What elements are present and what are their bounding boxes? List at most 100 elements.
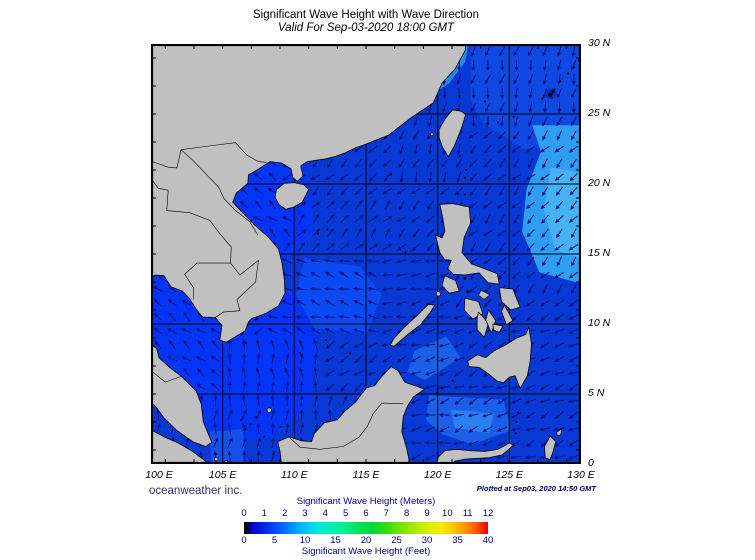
lat-label: 0 — [588, 457, 594, 469]
small-island — [263, 435, 266, 438]
small-island — [465, 169, 468, 171]
lon-label: 125 E — [495, 469, 524, 481]
small-island — [458, 155, 461, 157]
feet-tick-label: 35 — [452, 535, 463, 546]
small-island — [404, 251, 407, 254]
meters-tick-label: 5 — [343, 508, 349, 519]
feet-tick-label: 40 — [482, 535, 494, 546]
country-border — [288, 402, 404, 450]
meters-tick-label: 9 — [424, 508, 430, 519]
small-island — [514, 432, 517, 435]
lon-label: 115 E — [352, 469, 380, 481]
land-sumatra — [151, 429, 206, 464]
plotted-timestamp: Plotted at Sep03, 2020 14:50 GMT — [476, 484, 596, 493]
credit-text: oceanweather inc. — [149, 485, 243, 497]
colorbar-gradient — [244, 522, 488, 534]
country-border — [230, 260, 259, 276]
land-china-indochina — [151, 44, 467, 343]
land-halmahera — [544, 435, 557, 461]
land-bohol — [492, 323, 504, 333]
land-borneo — [277, 366, 426, 464]
land-taiwan — [438, 109, 467, 158]
country-border — [181, 142, 267, 163]
land-masbate — [478, 289, 491, 300]
small-island — [572, 66, 575, 69]
small-island — [553, 88, 556, 91]
feet-tick-label: 20 — [360, 535, 372, 546]
lat-label: 30 N — [588, 37, 611, 49]
small-island — [466, 290, 470, 294]
meters-tick-label: 12 — [482, 508, 494, 519]
lat-label: 15 N — [588, 247, 611, 259]
country-border — [180, 149, 259, 236]
lon-label: 105 E — [208, 469, 237, 481]
land-samar — [498, 287, 521, 311]
page-title: Significant Wave Height with Wave Direct… — [252, 9, 480, 21]
small-island — [486, 122, 489, 125]
valid-time-subtitle: Valid For Sep-03-2020 18:00 GMT — [278, 22, 454, 34]
lon-label: 120 E — [423, 469, 452, 481]
meters-tick-label: 0 — [241, 508, 247, 519]
small-island — [512, 115, 515, 118]
small-island — [567, 72, 570, 75]
country-border — [214, 260, 259, 318]
land-hainan — [274, 182, 310, 210]
wave-map — [151, 44, 581, 464]
feet-tick-label: 0 — [241, 535, 247, 546]
meters-tick-label: 11 — [462, 508, 473, 519]
lat-label: 25 N — [588, 107, 611, 119]
country-border — [151, 178, 169, 191]
small-island — [435, 291, 441, 297]
small-island — [430, 132, 434, 137]
small-island — [435, 392, 438, 395]
small-island — [316, 232, 320, 235]
small-island — [240, 418, 243, 421]
wave-height-patch — [209, 429, 246, 464]
small-island — [516, 411, 519, 414]
country-border — [166, 190, 232, 300]
small-island — [244, 428, 247, 430]
meters-tick-label: 1 — [261, 508, 267, 519]
meters-tick-label: 10 — [442, 508, 453, 519]
wave-height-patch — [407, 336, 461, 380]
land-mindoro — [441, 275, 460, 294]
country-border — [153, 372, 182, 383]
lat-label: 10 N — [588, 317, 611, 329]
small-island — [324, 339, 327, 342]
small-island — [244, 341, 247, 344]
lon-label: 110 E — [280, 469, 308, 481]
feet-tick-label: 15 — [330, 535, 341, 546]
small-island — [496, 121, 499, 124]
land-mindanao — [467, 326, 532, 389]
colorbar-title-meters: Significant Wave Height (Meters) — [296, 496, 436, 507]
small-island — [515, 421, 518, 423]
small-island — [463, 176, 466, 179]
meters-tick-label: 6 — [363, 508, 369, 519]
small-island — [548, 92, 553, 98]
small-island — [541, 97, 544, 100]
land-malay-peninsula — [151, 343, 213, 447]
frame-ticks — [151, 44, 581, 464]
land-leyte — [501, 304, 514, 326]
feet-tick-label: 5 — [271, 535, 278, 546]
small-island — [440, 387, 444, 390]
small-island — [551, 90, 555, 94]
land-sulawesi — [436, 442, 515, 464]
wave-height-patch — [295, 258, 382, 333]
meters-tick-label: 7 — [383, 508, 389, 519]
meters-tick-label: 3 — [302, 508, 308, 519]
land-palawan — [389, 303, 436, 347]
lon-label: 130 E — [567, 469, 595, 481]
land-morotai — [556, 427, 563, 437]
wave-map-svg — [151, 44, 581, 464]
land-luzon — [435, 203, 500, 285]
small-island — [559, 80, 562, 83]
small-island — [255, 416, 258, 419]
small-island — [451, 379, 454, 382]
small-island — [390, 173, 393, 176]
small-island — [279, 425, 282, 428]
small-island — [484, 100, 486, 103]
small-island — [299, 351, 302, 354]
meters-tick-label: 2 — [282, 508, 288, 519]
